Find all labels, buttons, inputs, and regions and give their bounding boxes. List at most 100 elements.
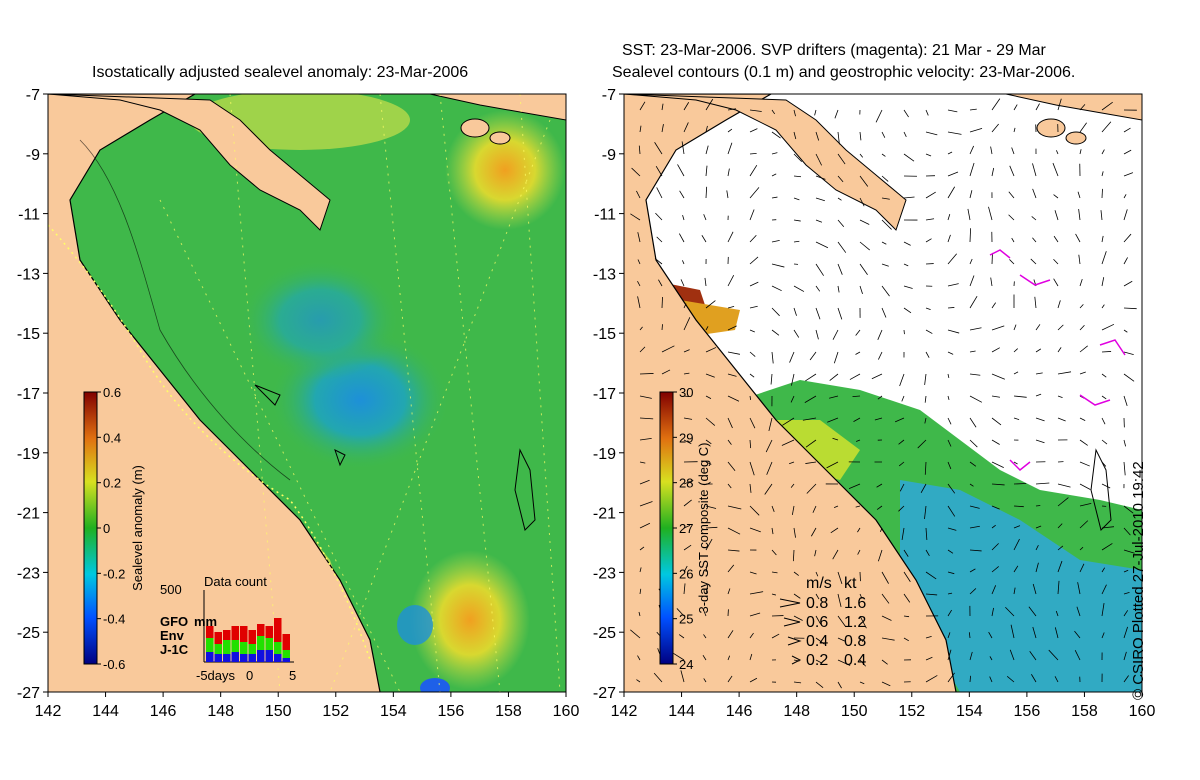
- right-lat-tick-label: -23: [593, 565, 616, 582]
- svp-drifter-tracks: [989, 249, 1126, 472]
- velocity-arrow: [859, 175, 869, 187]
- velocity-arrow: [793, 219, 801, 222]
- velocity-arrow: [1101, 567, 1106, 573]
- velocity-arrow: [1057, 324, 1064, 331]
- data-count-bar-env: [274, 642, 282, 654]
- velocity-arrow: [1031, 216, 1037, 221]
- velocity-arrow: [661, 103, 664, 111]
- velocity-arrow: [1054, 676, 1059, 683]
- velocity-arrow: [991, 395, 1001, 398]
- velocity-arrow: [705, 145, 709, 155]
- velocity-arrow: [1057, 560, 1063, 573]
- velocity-arrow: [901, 395, 905, 402]
- velocity-arrow: [630, 629, 641, 639]
- data-count-bar-gfo: [206, 626, 214, 638]
- velocity-arrow: [1013, 538, 1020, 551]
- velocity-arrow: [1008, 214, 1015, 221]
- velocity-arrow: [859, 197, 865, 207]
- right-lon-tick-label: 150: [841, 703, 868, 720]
- velocity-arrow: [991, 123, 999, 133]
- velocity-arrow: [990, 277, 993, 287]
- velocity-arrow: [1057, 300, 1061, 309]
- velocity-arrow: [925, 593, 938, 596]
- velocity-arrow: [857, 527, 861, 533]
- velocity-arrow: [793, 109, 796, 117]
- australia-landmass: [48, 94, 380, 692]
- left-lon-tick-label: 154: [380, 703, 407, 720]
- velocity-arrow: [947, 186, 956, 199]
- velocity-arrow: [1123, 439, 1126, 447]
- velocity-arrow: [991, 167, 995, 177]
- velocity-arrow: [1123, 172, 1134, 177]
- velocity-arrow: [947, 505, 956, 517]
- velocity-arrow: [991, 505, 1000, 510]
- velocity-arrow: [898, 439, 905, 445]
- velocity-arrow: [682, 215, 685, 221]
- velocity-arrow: [1053, 278, 1059, 287]
- velocity-arrow: [661, 345, 675, 353]
- velocity-arrow: [1032, 237, 1037, 243]
- velocity-arrow: [806, 483, 817, 494]
- velocity-arrow: [903, 109, 909, 118]
- velocity-arrow: [749, 612, 761, 617]
- velocity-arrow: [705, 505, 717, 509]
- velocity-arrow: [1057, 371, 1072, 375]
- velocity-arrow: [639, 479, 650, 485]
- velocity-arrow: [1048, 649, 1059, 661]
- right-lat-tick-label: -21: [593, 506, 616, 523]
- velocity-arrow: [1079, 371, 1086, 375]
- velocity-arrow: [969, 417, 977, 428]
- velocity-arrow: [1123, 257, 1128, 265]
- sealevel-colorbar-tick-label: 0.2: [103, 476, 121, 491]
- velocity-arrow: [1079, 304, 1084, 309]
- velocity-arrow: [1079, 439, 1088, 446]
- data-count-bar-gfo: [274, 618, 282, 642]
- velocity-arrow: [1101, 417, 1106, 425]
- velocity-legend-header-ms: m/s: [806, 575, 832, 592]
- velocity-arrow: [1013, 348, 1018, 353]
- velocity-arrow: [1030, 258, 1037, 265]
- velocity-arrow: [656, 187, 663, 199]
- velocity-legend-ms: 0.2: [806, 652, 828, 669]
- right-lon-tick-label: 158: [1071, 703, 1098, 720]
- data-count-inset: Data count 500 GFO mm Env J-1C -5days 0 …: [160, 574, 296, 683]
- velocity-arrow: [815, 153, 822, 166]
- velocity-arrow: [903, 307, 912, 314]
- velocity-arrow: [947, 649, 952, 661]
- velocity-arrow: [832, 437, 839, 441]
- velocity-arrow: [881, 131, 886, 138]
- velocity-arrow: [903, 593, 911, 603]
- data-count-bar-env: [214, 644, 222, 654]
- velocity-arrow: [1079, 483, 1091, 490]
- velocity-arrow: [815, 571, 819, 577]
- velocity-arrow: [947, 234, 951, 243]
- velocity-arrow: [1054, 627, 1059, 639]
- velocity-arrow: [898, 505, 905, 512]
- track-dots: [48, 224, 371, 661]
- velocity-arrow: [705, 165, 708, 177]
- velocity-arrow: [989, 676, 993, 683]
- velocity-arrow: [880, 527, 883, 532]
- right-lon-tick-label: 144: [668, 703, 695, 720]
- velocity-arrow: [749, 591, 764, 595]
- velocity-arrow: [639, 437, 652, 441]
- velocity-arrow: [654, 258, 663, 265]
- velocity-arrow: [925, 571, 937, 580]
- velocity-arrow: [1035, 348, 1042, 353]
- velocity-arrow: [925, 109, 929, 116]
- velocity-arrow: [1057, 523, 1063, 529]
- velocity-arrow: [705, 564, 708, 573]
- velocity-arrow: [899, 373, 905, 387]
- velocity-arrow: [947, 329, 960, 334]
- velocity-arrow: [727, 168, 730, 177]
- velocity-arrow: [871, 373, 883, 380]
- velocity-arrow: [677, 164, 685, 177]
- velocity-arrow: [1079, 279, 1083, 287]
- velocity-arrow: [790, 395, 795, 403]
- velocity-arrow: [1013, 417, 1020, 420]
- right-lon-tick-label: 160: [1129, 703, 1156, 720]
- sealevel-colorbar-label: Sealevel anomaly (m): [130, 465, 145, 591]
- velocity-arrow: [703, 610, 707, 617]
- data-count-bar-env: [240, 642, 248, 654]
